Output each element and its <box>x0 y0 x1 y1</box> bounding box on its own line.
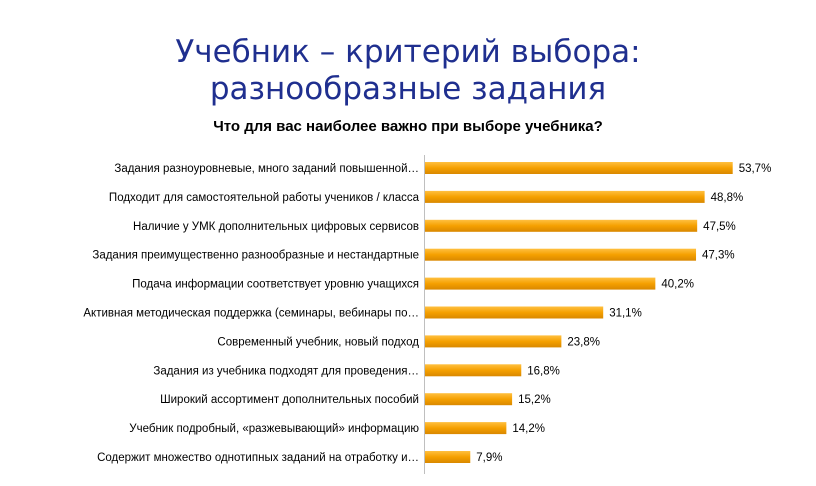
slide-title: Учебник – критерий выбора: разнообразные… <box>0 34 816 108</box>
bar-3 <box>425 219 698 232</box>
bar-10 <box>425 422 507 435</box>
bar-7 <box>425 335 562 348</box>
category-label-1: Задания разноуровневые, много заданий по… <box>114 163 419 175</box>
category-label-4: Задания преимущественно разнообразные и … <box>92 250 419 262</box>
bar-4 <box>425 248 697 261</box>
value-label-11: 7,9% <box>476 452 502 464</box>
value-label-7: 23,8% <box>567 336 600 348</box>
category-label-2: Подходит для самостоятельной работы учен… <box>109 192 420 204</box>
bars-group: Задания разноуровневые, много заданий по… <box>83 162 771 464</box>
bar-9 <box>425 393 513 406</box>
category-label-11: Содержит множество однотипных заданий на… <box>97 452 419 464</box>
value-label-6: 31,1% <box>609 308 642 320</box>
chart-title: Что для вас наиболее важно при выборе уч… <box>213 118 603 135</box>
value-label-8: 16,8% <box>527 365 560 377</box>
value-label-4: 47,3% <box>702 250 735 262</box>
bar-6 <box>425 306 604 319</box>
bar-5 <box>425 277 656 290</box>
category-label-10: Учебник подробный, «разжевывающий» инфор… <box>129 423 419 435</box>
category-label-9: Широкий ассортимент дополнительных пособ… <box>160 394 419 406</box>
category-label-3: Наличие у УМК дополнительных цифровых се… <box>133 221 419 233</box>
category-label-5: Подача информации соответствует уровню у… <box>132 279 419 291</box>
category-label-8: Задания из учебника подходят для проведе… <box>153 365 419 377</box>
slide-title-line-2: разнообразные задания <box>209 71 607 107</box>
value-label-5: 40,2% <box>661 279 694 291</box>
category-label-6: Активная методическая поддержка (семинар… <box>83 308 419 320</box>
value-label-2: 48,8% <box>711 192 744 204</box>
category-label-7: Современный учебник, новый подход <box>217 336 419 348</box>
bar-11 <box>425 451 471 463</box>
bar-8 <box>425 364 522 377</box>
value-label-1: 53,7% <box>739 163 772 175</box>
bar-2 <box>425 190 705 203</box>
value-label-9: 15,2% <box>518 394 551 406</box>
value-label-3: 47,5% <box>703 221 736 233</box>
slide-title-line-1: Учебник – критерий выбора: <box>175 34 641 70</box>
bar-1 <box>425 162 733 174</box>
value-label-10: 14,2% <box>512 423 545 435</box>
